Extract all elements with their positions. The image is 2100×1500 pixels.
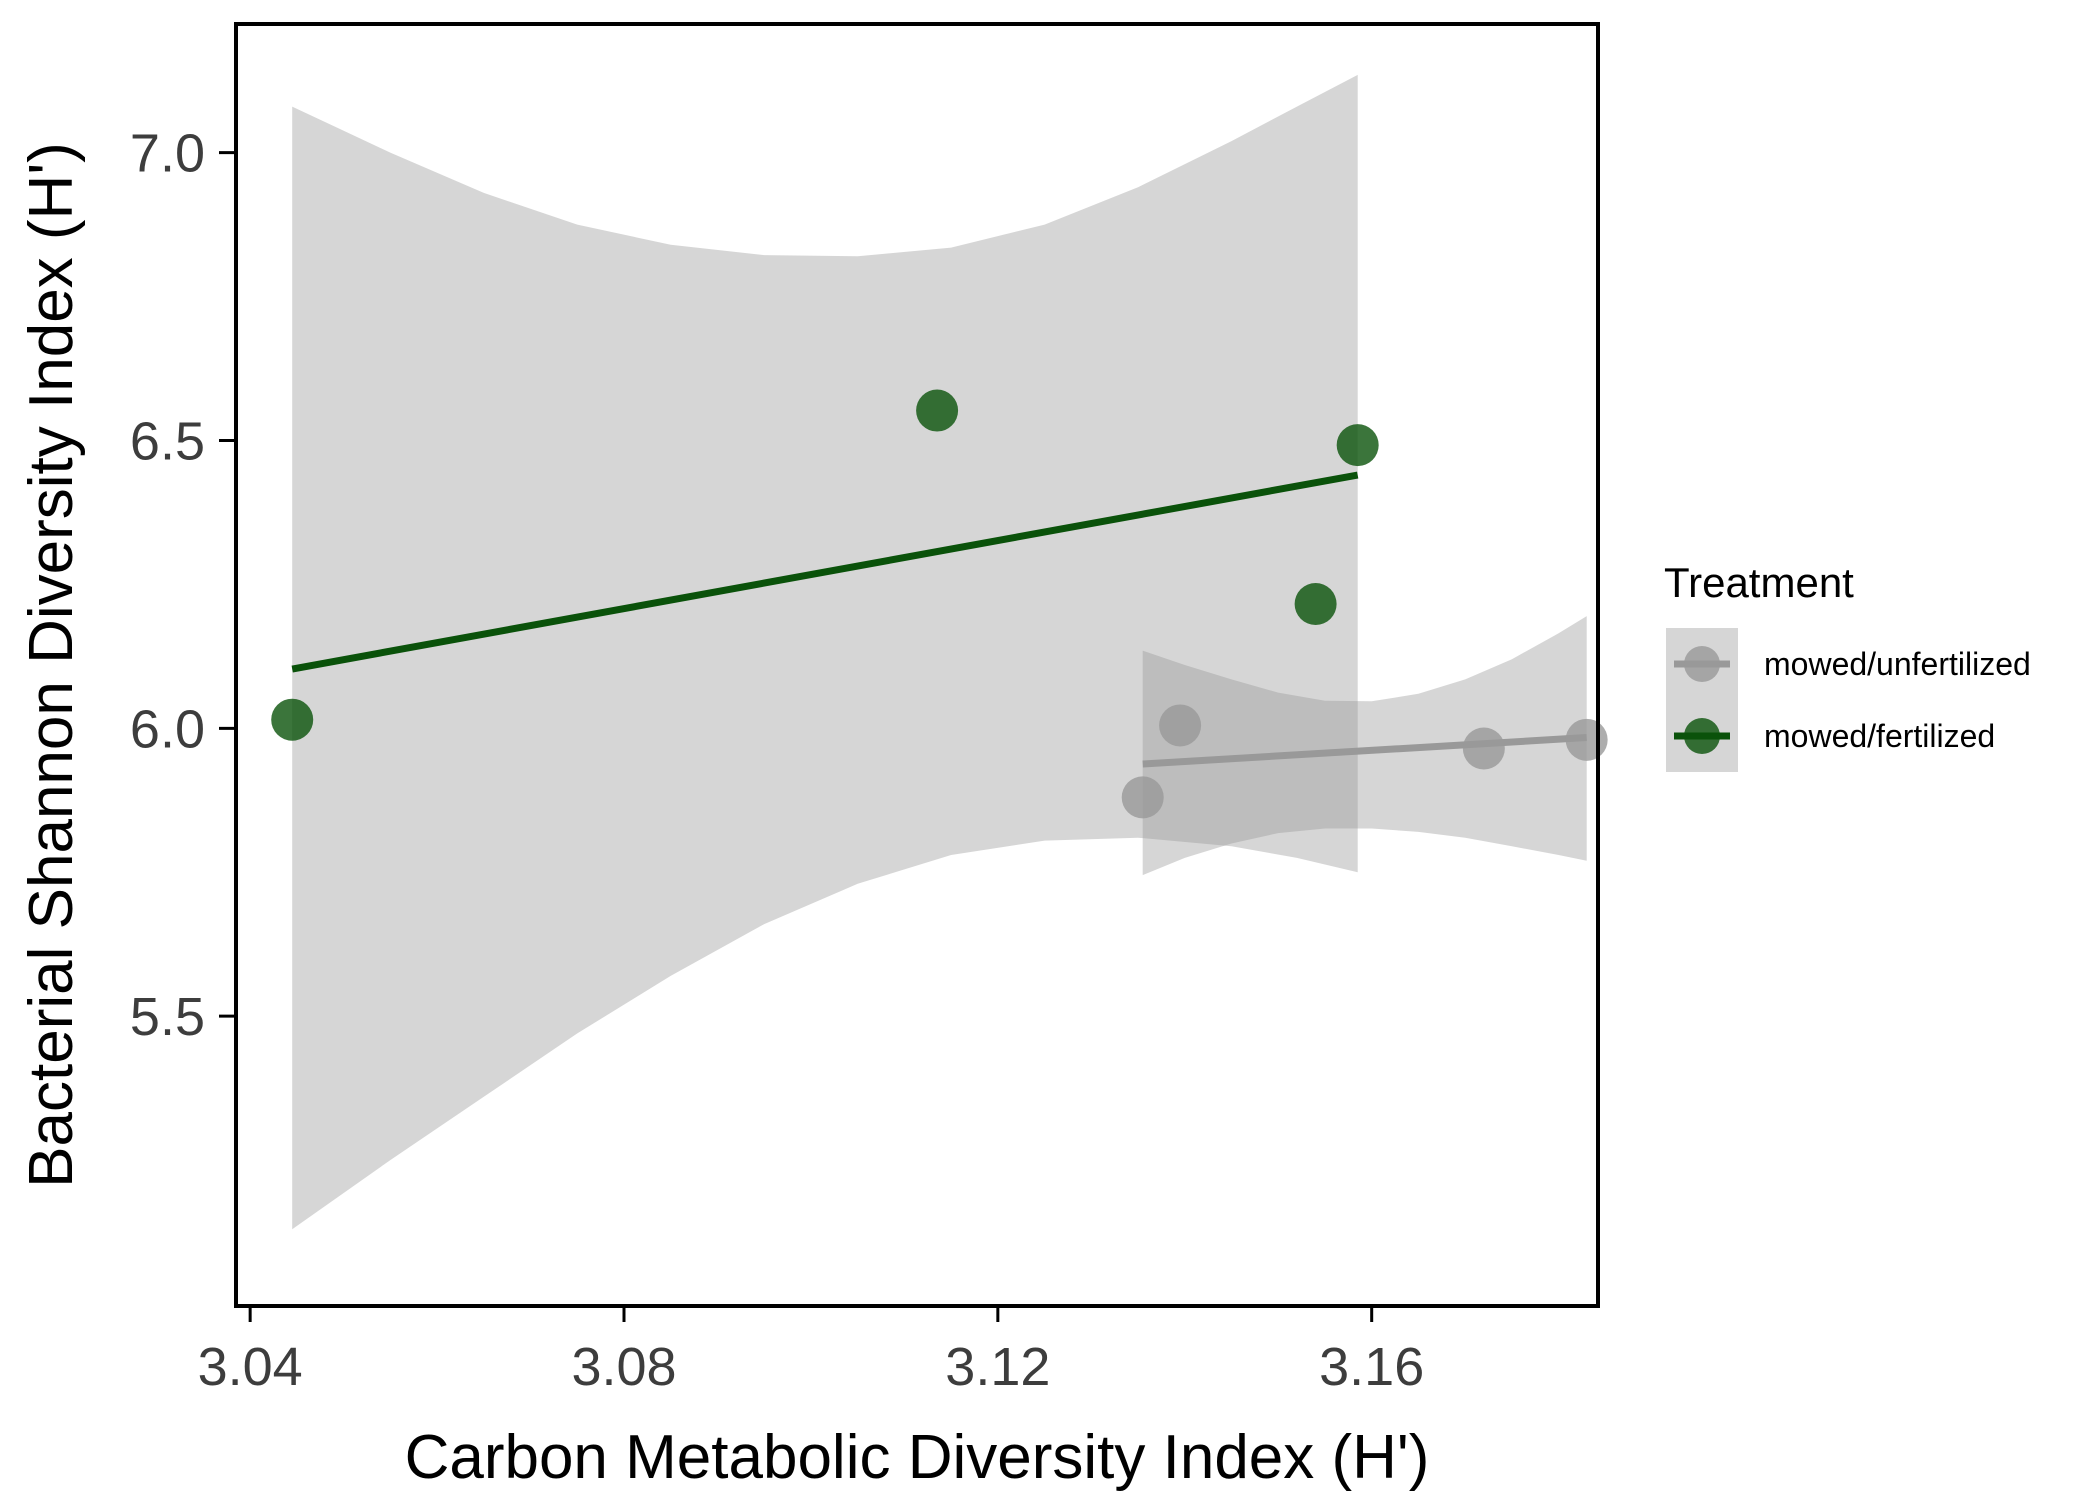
legend-key-point-mowed-fertilized [1684,718,1720,754]
x-axis-title: Carbon Metabolic Diversity Index (H') [405,1423,1430,1492]
y-tick-label: 6.0 [130,699,205,759]
y-tick-label: 7.0 [130,124,205,184]
fit-line-mowed-unfertilized [1142,734,1587,768]
point-mowed-fertilized-4 [1336,424,1379,467]
x-tick-label: 3.16 [1319,1337,1424,1397]
legend-title: Treatment [1664,559,1854,606]
legend: Treatment mowed/unfertilized mowed/fertil… [1664,559,2031,772]
point-mowed-unfertilized-3 [1462,727,1505,770]
x-tick-label: 3.04 [198,1337,303,1397]
y-axis-title: Bacterial Shannon Diversity Index (H') [17,142,86,1188]
point-mowed-fertilized-3 [1294,582,1337,625]
x-axis: 3.04 3.08 3.12 3.16 [198,1306,1424,1397]
legend-label-mowed-unfertilized: mowed/unfertilized [1764,646,2031,682]
confidence-ribbons [292,74,1587,1230]
point-mowed-fertilized-1 [271,698,314,741]
y-axis: 5.5 6.0 6.5 7.0 [130,124,236,1047]
y-tick-label: 5.5 [130,987,205,1047]
plot-panel-border [234,22,1600,1308]
x-tick-label: 3.12 [945,1337,1050,1397]
legend-key-point-mowed-unfertilized [1684,646,1720,682]
fit-lines [291,471,1587,768]
ribbon-mowed-unfertilized [1142,616,1587,876]
ribbon-mowed-fertilized [292,74,1358,1230]
data-points [271,389,1608,819]
point-mowed-unfertilized-2 [1159,704,1202,747]
y-tick-label: 6.5 [130,411,205,471]
point-mowed-unfertilized-4 [1565,718,1608,761]
fit-line-mowed-fertilized [291,471,1359,673]
point-mowed-unfertilized-1 [1121,776,1164,819]
point-mowed-fertilized-2 [916,389,959,432]
x-tick-label: 3.08 [571,1337,676,1397]
legend-label-mowed-fertilized: mowed/fertilized [1764,718,1995,754]
